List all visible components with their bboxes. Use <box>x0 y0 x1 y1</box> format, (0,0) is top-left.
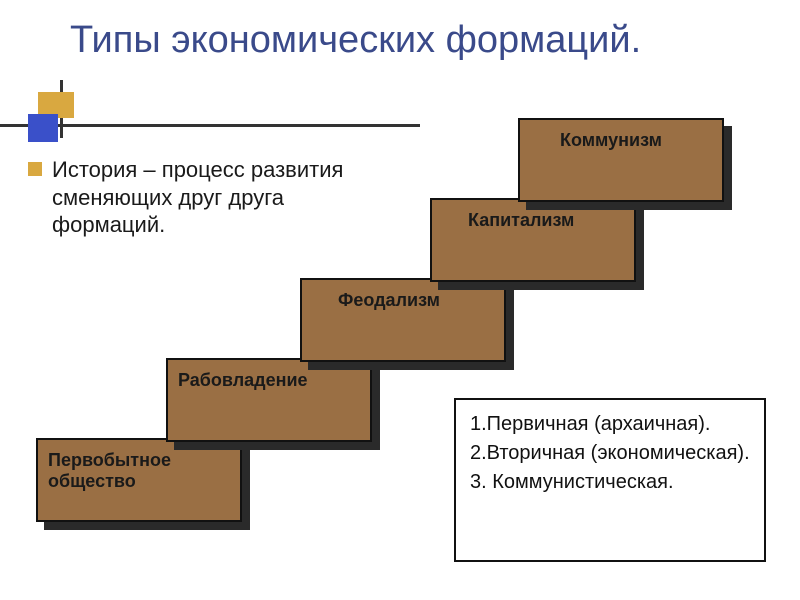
legend-item-1: 2.Вторичная (экономическая). <box>470 439 750 468</box>
legend-item-0: 1.Первичная (архаичная). <box>470 410 750 439</box>
legend-box: 1.Первичная (архаичная).2.Вторичная (эко… <box>454 398 766 562</box>
stair-step-label-1: Рабовладение <box>178 370 308 391</box>
stair-step-label-0: Первобытное общество <box>48 450 171 492</box>
stair-step-label-3: Капитализм <box>468 210 574 231</box>
stair-step-label-4: Коммунизм <box>560 130 662 151</box>
stair-step-label-2: Феодализм <box>338 290 440 311</box>
legend-item-2: 3. Коммунистическая. <box>470 468 750 497</box>
